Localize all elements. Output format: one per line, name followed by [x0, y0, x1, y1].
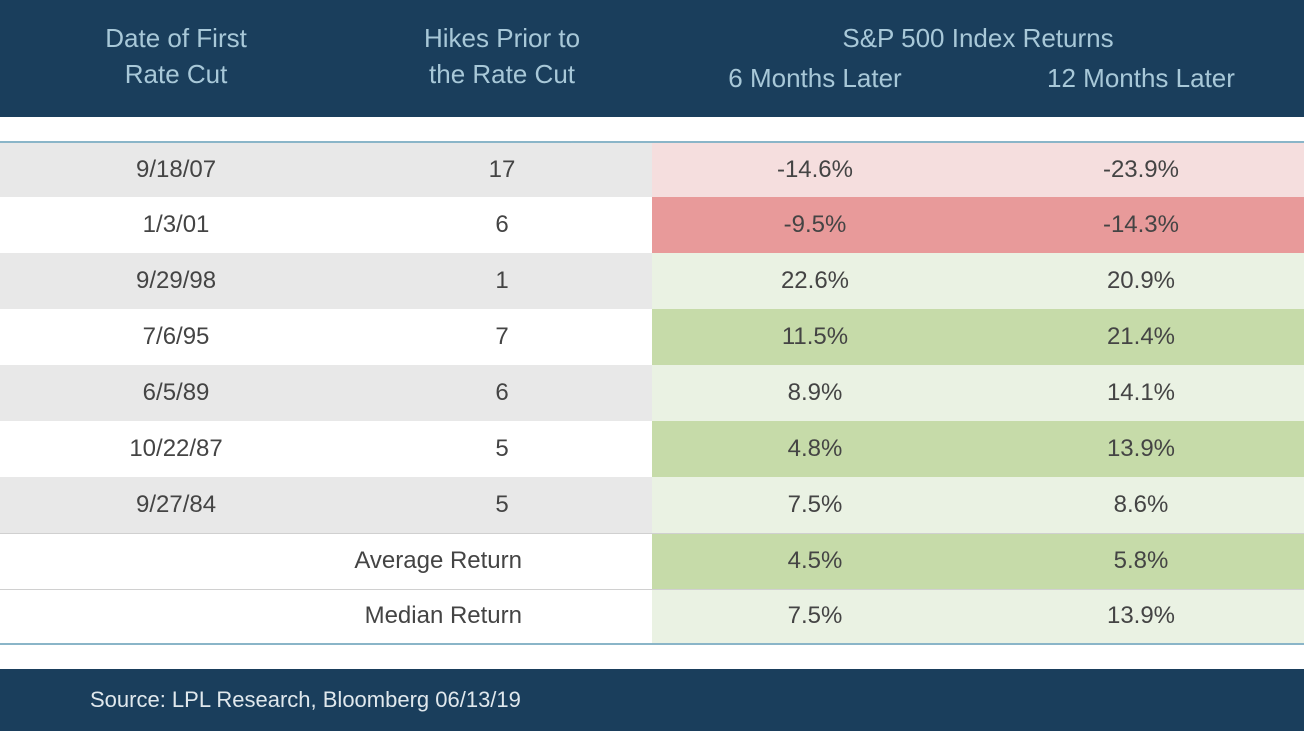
table-row: 7/6/95711.5%21.4% [0, 309, 1304, 365]
cell-12mo: -23.9% [978, 143, 1304, 197]
cell-date: 6/5/89 [0, 365, 352, 421]
cell-hikes: 1 [352, 253, 652, 309]
cell-6mo: 11.5% [652, 309, 978, 365]
header-hikes-line1: Hikes Prior to [424, 23, 580, 53]
cell-date: 9/18/07 [0, 143, 352, 197]
cell-6mo: 4.8% [652, 421, 978, 477]
header-6mo: 6 Months Later [652, 60, 978, 96]
cell-6mo: 8.9% [652, 365, 978, 421]
summary-row: Median Return7.5%13.9% [0, 589, 1304, 645]
table-row: 1/3/016-9.5%-14.3% [0, 197, 1304, 253]
summary-6mo: 4.5% [652, 534, 978, 589]
header-date-line1: Date of First [105, 23, 247, 53]
cell-date: 7/6/95 [0, 309, 352, 365]
table-row: 9/18/0717-14.6%-23.9% [0, 141, 1304, 197]
header-returns-title: S&P 500 Index Returns [652, 20, 1304, 56]
header-hikes: Hikes Prior to the Rate Cut [352, 20, 652, 97]
table-summary: Average Return4.5%5.8%Median Return7.5%1… [0, 533, 1304, 645]
table-body: 9/18/0717-14.6%-23.9%1/3/016-9.5%-14.3%9… [0, 141, 1304, 533]
table-row: 6/5/8968.9%14.1% [0, 365, 1304, 421]
cell-6mo: -14.6% [652, 143, 978, 197]
cell-12mo: 8.6% [978, 477, 1304, 533]
cell-12mo: 13.9% [978, 421, 1304, 477]
summary-label: Median Return [0, 590, 652, 643]
source-text: Source: LPL Research, Bloomberg 06/13/19 [90, 687, 521, 712]
cell-date: 10/22/87 [0, 421, 352, 477]
cell-hikes: 17 [352, 143, 652, 197]
cell-hikes: 5 [352, 421, 652, 477]
table-header: Date of First Rate Cut Hikes Prior to th… [0, 0, 1304, 117]
cell-6mo: -9.5% [652, 197, 978, 253]
cell-date: 9/27/84 [0, 477, 352, 533]
cell-12mo: 14.1% [978, 365, 1304, 421]
header-hikes-line2: the Rate Cut [429, 59, 575, 89]
header-date-line2: Rate Cut [125, 59, 228, 89]
summary-12mo: 5.8% [978, 534, 1304, 589]
table-row: 10/22/8754.8%13.9% [0, 421, 1304, 477]
table-row: 9/27/8457.5%8.6% [0, 477, 1304, 533]
cell-hikes: 7 [352, 309, 652, 365]
cell-date: 9/29/98 [0, 253, 352, 309]
cell-12mo: 20.9% [978, 253, 1304, 309]
cell-hikes: 5 [352, 477, 652, 533]
cell-6mo: 7.5% [652, 477, 978, 533]
cell-hikes: 6 [352, 197, 652, 253]
header-date: Date of First Rate Cut [0, 20, 352, 97]
summary-label: Average Return [0, 534, 652, 589]
summary-12mo: 13.9% [978, 590, 1304, 643]
summary-row: Average Return4.5%5.8% [0, 533, 1304, 589]
source-footer: Source: LPL Research, Bloomberg 06/13/19 [0, 669, 1304, 731]
rate-cut-table: Date of First Rate Cut Hikes Prior to th… [0, 0, 1304, 731]
cell-12mo: 21.4% [978, 309, 1304, 365]
cell-hikes: 6 [352, 365, 652, 421]
cell-date: 1/3/01 [0, 197, 352, 253]
header-12mo: 12 Months Later [978, 60, 1304, 96]
table-row: 9/29/98122.6%20.9% [0, 253, 1304, 309]
header-returns-group: S&P 500 Index Returns 6 Months Later 12 … [652, 20, 1304, 97]
cell-6mo: 22.6% [652, 253, 978, 309]
summary-6mo: 7.5% [652, 590, 978, 643]
cell-12mo: -14.3% [978, 197, 1304, 253]
